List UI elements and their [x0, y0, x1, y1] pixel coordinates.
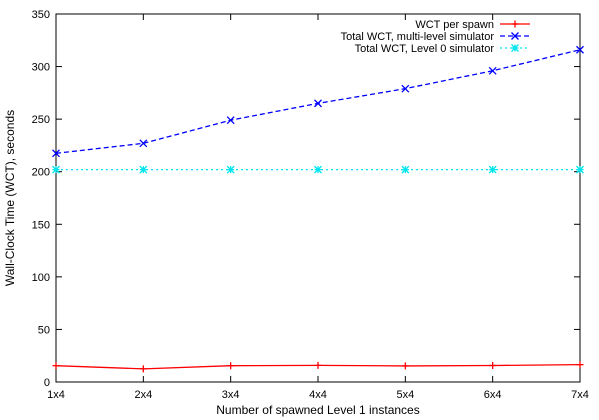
x-tick-label: 2x4 — [134, 389, 152, 401]
x-tick-label: 5x4 — [396, 389, 414, 401]
data-point-marker — [226, 165, 235, 174]
series-line-2 — [55, 49, 581, 154]
plot-frame — [55, 13, 581, 383]
x-tick-label: 4x4 — [309, 389, 327, 401]
data-point-marker — [52, 149, 60, 158]
legend-label: WCT per spawn — [415, 19, 494, 31]
y-tick-label: 0 — [44, 377, 50, 389]
data-point-marker — [401, 165, 410, 174]
legend-label: Total WCT, multi-level simulator — [341, 31, 495, 43]
data-point-marker — [488, 165, 497, 174]
data-point-marker — [511, 32, 519, 40]
y-tick-label: 300 — [32, 62, 50, 74]
data-point-marker — [401, 362, 409, 370]
x-tick-label: 6x4 — [484, 389, 502, 401]
data-point-marker — [314, 361, 322, 369]
x-axis-title: Number of spawned Level 1 instances — [216, 403, 419, 417]
data-point-marker — [226, 116, 235, 125]
data-point-marker — [139, 165, 148, 174]
series-group — [52, 45, 584, 373]
y-tick-label: 200 — [32, 167, 50, 179]
y-tick-label: 100 — [32, 272, 50, 284]
data-point-marker — [576, 361, 584, 369]
x-tick-label: 1x4 — [47, 389, 65, 401]
data-point-marker — [314, 99, 322, 108]
data-point-marker — [314, 165, 322, 174]
x-tick-label: 7x4 — [571, 389, 589, 401]
data-point-marker — [511, 44, 519, 52]
y-axis-title: Wall-Clock Time (WCT), seconds — [3, 110, 17, 286]
y-tick-label: 150 — [32, 219, 50, 231]
data-point-marker — [139, 365, 147, 373]
data-point-marker — [576, 45, 584, 54]
data-point-marker — [52, 165, 60, 174]
axis-ticks: 0 50 100 150 200 250 300 350 1x4 2x4 3x4 4x4 5x4 6x4 7… — [32, 9, 589, 401]
data-point-marker — [489, 361, 497, 369]
data-point-marker — [227, 362, 235, 370]
y-tick-label: 50 — [38, 324, 50, 336]
data-point-marker — [511, 20, 519, 28]
data-point-marker — [401, 84, 410, 93]
data-point-marker — [139, 139, 148, 148]
data-point-marker — [488, 66, 497, 75]
y-tick-label: 250 — [32, 114, 50, 126]
data-point-marker — [52, 362, 60, 370]
data-point-marker — [576, 165, 584, 174]
legend-label: Total WCT, Level 0 simulator — [355, 43, 495, 55]
y-tick-label: 350 — [32, 9, 50, 21]
x-tick-label: 3x4 — [222, 389, 240, 401]
